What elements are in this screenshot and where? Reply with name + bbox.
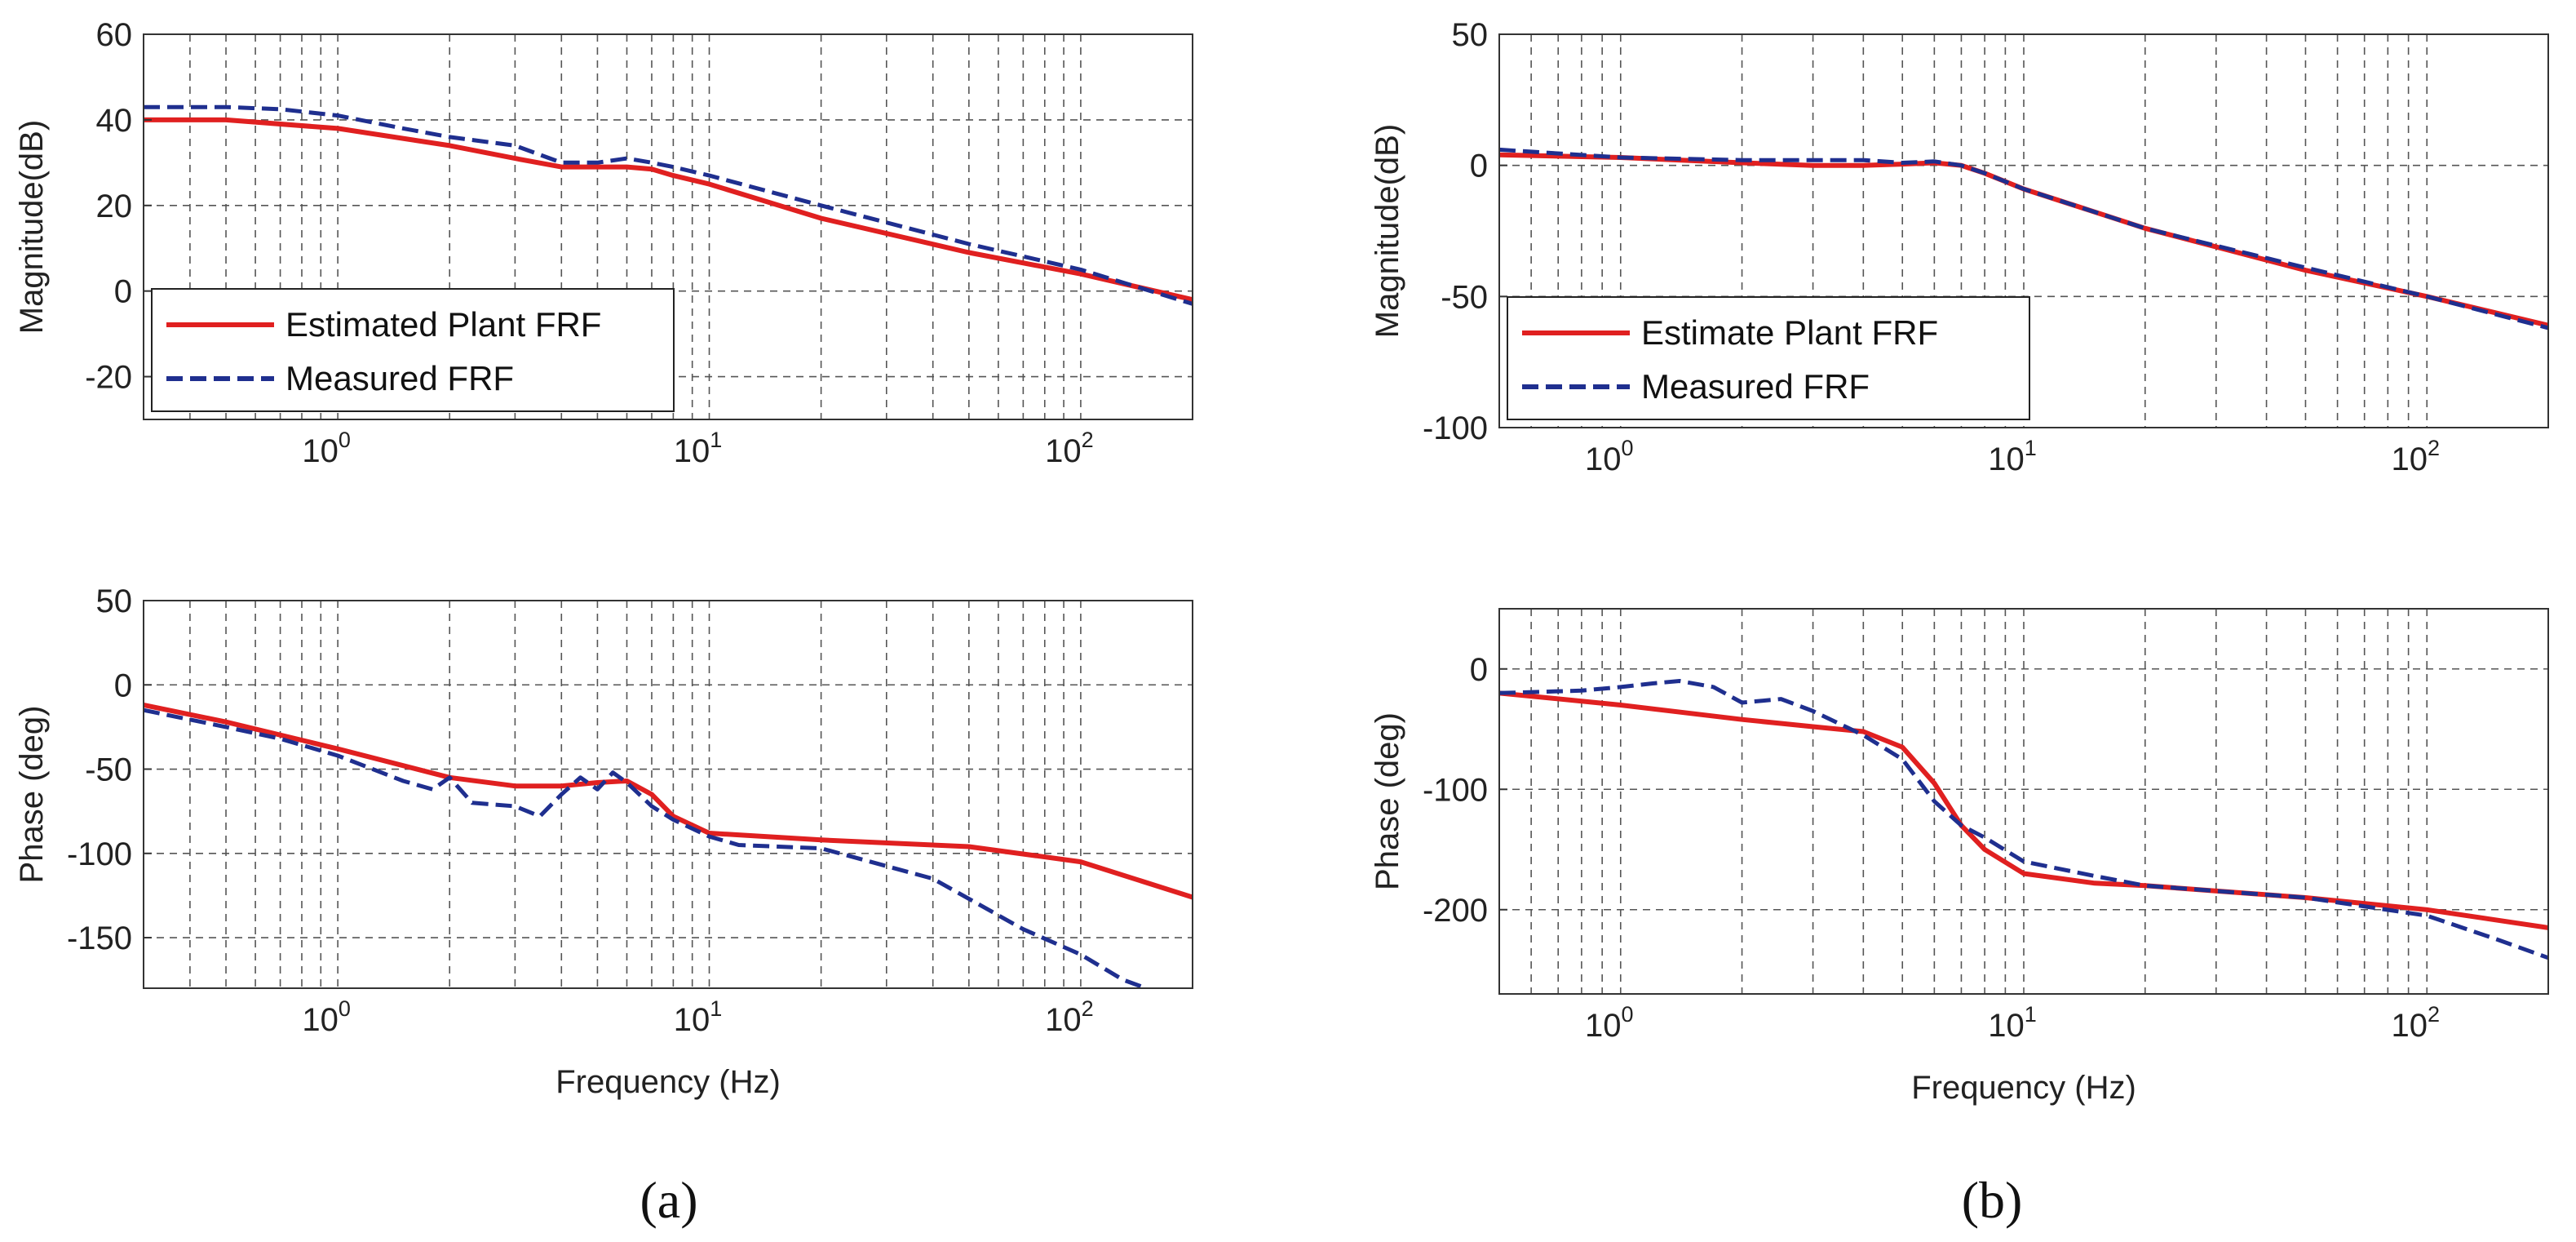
chart3-ylabel: Phase (deg) bbox=[1370, 712, 1405, 890]
chart1-ytick-label: -50 bbox=[85, 752, 132, 788]
chart2-xtick-label: 101 bbox=[1988, 436, 2037, 477]
chart3-axes-frame bbox=[1498, 608, 2549, 995]
chart2-series-measured bbox=[1499, 147, 2548, 330]
caption-b: (b) bbox=[1962, 1171, 2023, 1229]
chart0-xtick-label: 102 bbox=[1045, 428, 1094, 469]
chart2-axes-frame bbox=[1498, 33, 2549, 428]
chart1-series-measured bbox=[144, 707, 1147, 988]
chart0-xtick-label: 100 bbox=[302, 428, 351, 469]
chart0-legend-label: Estimated Plant FRF bbox=[285, 305, 601, 344]
chart0-ytick-label: 0 bbox=[114, 274, 132, 310]
chart1-xlabel: Frequency (Hz) bbox=[555, 1064, 781, 1100]
chart1-xtick-label: 100 bbox=[302, 996, 351, 1038]
caption-a: (a) bbox=[640, 1171, 697, 1229]
chart2-legend-label: Estimate Plant FRF bbox=[1641, 313, 1938, 352]
chart0-magnitude-panel: -20 0 20 40 60 100 101 102 Magnitude(dB) Estimate… bbox=[14, 17, 1193, 469]
chart1-ytick-label: -100 bbox=[67, 836, 132, 872]
chart0-series-estimated bbox=[144, 117, 1193, 303]
chart1-phase-panel: -150 -100 -50 0 50 100 101 102 Phase (deg) Freque… bbox=[14, 583, 1193, 1100]
chart2-magnitude-panel: -100 -50 0 50 100 101 102 Magnitude(dB) Estimate… bbox=[1370, 17, 2549, 477]
chart1-grid bbox=[143, 601, 1193, 988]
chart0-ytick-label: 60 bbox=[96, 17, 133, 53]
chart2-xtick-label: 102 bbox=[2391, 436, 2440, 477]
chart3-xtick-label: 101 bbox=[1988, 1002, 2037, 1044]
chart1-xtick-label: 102 bbox=[1045, 996, 1094, 1038]
chart2-ytick-label: -50 bbox=[1441, 279, 1488, 315]
chart2-ytick-label: 0 bbox=[1470, 149, 1488, 184]
chart0-legend: Estimated Plant FRF Measured FRF bbox=[151, 288, 675, 412]
chart2-legend-box bbox=[1507, 296, 2030, 420]
chart0-legend-label: Measured FRF bbox=[285, 359, 514, 397]
chart0-axes-frame bbox=[143, 33, 1193, 420]
chart2-legend-label: Measured FRF bbox=[1641, 367, 1870, 406]
chart3-series-measured bbox=[1499, 679, 2548, 960]
chart1-ytick-label: 50 bbox=[96, 583, 133, 619]
chart3-xtick-label: 100 bbox=[1585, 1002, 1634, 1044]
chart3-grid bbox=[1499, 609, 2548, 994]
chart3-ytick-label: 0 bbox=[1470, 652, 1488, 688]
chart0-legend-box bbox=[151, 288, 675, 412]
chart2-series-estimated bbox=[1499, 152, 2548, 328]
chart2-xtick-label: 100 bbox=[1585, 436, 1634, 477]
chart3-ytick-label: -100 bbox=[1423, 772, 1488, 808]
chart3-ytick-label: -200 bbox=[1423, 893, 1488, 929]
chart2-ytick-label: 50 bbox=[1452, 17, 1489, 53]
chart0-ytick-label: 20 bbox=[96, 189, 133, 224]
chart1-axes-frame bbox=[143, 600, 1193, 989]
chart0-ylabel: Magnitude(dB) bbox=[14, 120, 50, 334]
chart0-xtick-label: 101 bbox=[674, 428, 723, 469]
chart3-phase-panel: -200 -100 0 100 101 102 Phase (deg) Frequency (… bbox=[1370, 608, 2549, 1106]
chart3-xlabel: Frequency (Hz) bbox=[1911, 1070, 2136, 1106]
chart1-ytick-label: 0 bbox=[114, 668, 132, 703]
chart0-series-measured bbox=[144, 104, 1193, 306]
chart1-ylabel: Phase (deg) bbox=[14, 706, 50, 884]
chart1-ytick-label: -150 bbox=[67, 920, 132, 956]
chart0-ytick-label: 40 bbox=[96, 103, 133, 139]
chart2-ylabel: Magnitude(dB) bbox=[1370, 124, 1405, 338]
chart1-xtick-label: 101 bbox=[674, 996, 723, 1038]
chart0-ytick-label: -20 bbox=[85, 360, 132, 396]
chart3-xtick-label: 102 bbox=[2391, 1002, 2440, 1044]
chart1-series-estimated bbox=[144, 703, 1193, 900]
chart2-ytick-label: -100 bbox=[1423, 410, 1488, 446]
chart2-legend: Estimate Plant FRF Measured FRF bbox=[1507, 296, 2030, 420]
